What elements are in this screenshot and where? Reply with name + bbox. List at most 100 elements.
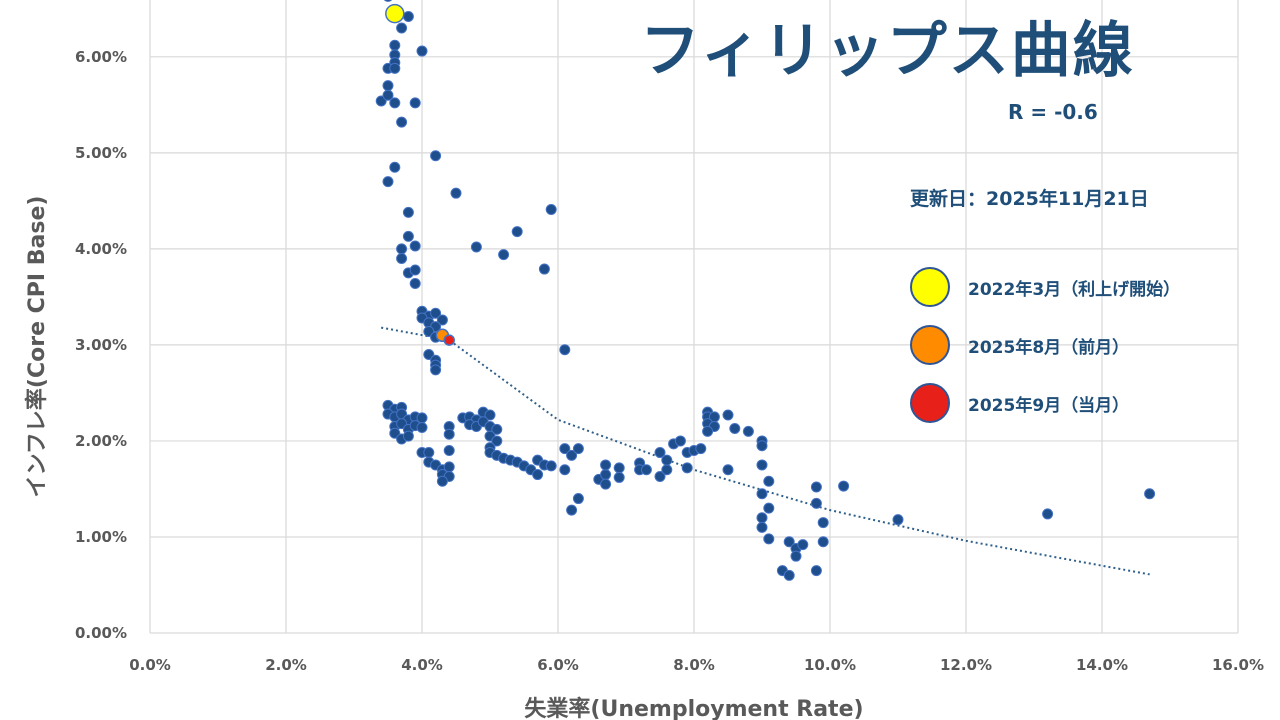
- data-point: [402, 206, 414, 218]
- data-point: [722, 409, 734, 421]
- y-tick-label: 5.00%: [75, 144, 127, 162]
- data-point: [654, 446, 666, 458]
- data-point: [661, 464, 673, 476]
- data-point: [559, 344, 571, 356]
- data-point: [443, 445, 455, 457]
- data-point: [389, 161, 401, 173]
- data-point: [695, 443, 707, 455]
- x-tick-label: 10.0%: [804, 656, 856, 674]
- data-point: [640, 464, 652, 476]
- data-point: [600, 478, 612, 490]
- data-point: [416, 421, 428, 433]
- data-point: [402, 430, 414, 442]
- data-point: [382, 176, 394, 188]
- data-point: [572, 443, 584, 455]
- data-point: [763, 533, 775, 545]
- trendline: [381, 326, 1150, 576]
- data-point: [654, 470, 666, 482]
- data-point: [538, 263, 550, 275]
- data-point: [566, 504, 578, 516]
- data-point: [430, 307, 442, 319]
- correlation-label: R = -0.6: [1008, 100, 1098, 124]
- y-tick-label: 2.00%: [75, 432, 127, 450]
- data-point: [763, 475, 775, 487]
- data-point: [430, 364, 442, 376]
- data-point: [674, 435, 686, 447]
- data-point: [613, 462, 625, 474]
- data-point: [559, 464, 571, 476]
- data-point: [783, 536, 795, 548]
- orange-dot-icon: [910, 325, 950, 365]
- data-point: [763, 502, 775, 514]
- data-point: [600, 469, 612, 481]
- grid-lines: [149, 0, 1239, 634]
- data-point: [389, 39, 401, 51]
- data-point: [396, 243, 408, 255]
- data-point: [416, 45, 428, 57]
- y-tick-label: 3.00%: [75, 336, 127, 354]
- data-point: [742, 425, 754, 437]
- data-point: [559, 443, 571, 455]
- data-point: [436, 314, 448, 326]
- x-tick-label: 6.0%: [537, 656, 579, 674]
- legend-label: 2025年8月（前月）: [968, 337, 1130, 358]
- data-point: [756, 440, 768, 452]
- y-axis-title: インフレ率(Core CPI Base): [24, 196, 50, 498]
- data-point: [511, 226, 523, 238]
- data-point: [756, 512, 768, 524]
- data-point: [600, 459, 612, 471]
- x-tick-label: 8.0%: [673, 656, 715, 674]
- data-point: [423, 446, 435, 458]
- data-point: [409, 240, 421, 252]
- data-point: [817, 517, 829, 529]
- legend-item-current-month: 2025年9月（当月）: [910, 374, 1240, 432]
- data-point: [409, 97, 421, 109]
- data-point: [810, 497, 822, 509]
- data-point: [402, 230, 414, 242]
- y-tick-label: 6.00%: [75, 48, 127, 66]
- data-point: [484, 409, 496, 421]
- data-point: [389, 97, 401, 109]
- x-tick-label: 14.0%: [1076, 656, 1128, 674]
- legend-item-previous-month: 2025年8月（前月）: [910, 316, 1240, 374]
- data-point: [491, 423, 503, 435]
- x-tick-label: 16.0%: [1212, 656, 1264, 674]
- data-point: [450, 187, 462, 199]
- data-point: [382, 80, 394, 92]
- chart-title: フィリップス曲線: [640, 16, 1135, 86]
- data-point: [382, 89, 394, 101]
- data-point: [436, 475, 448, 487]
- data-point: [572, 493, 584, 505]
- x-tick-label: 12.0%: [940, 656, 992, 674]
- data-point: [729, 422, 741, 434]
- data-point: [756, 521, 768, 533]
- data-point: [491, 435, 503, 447]
- data-point: [892, 514, 904, 526]
- data-point: [396, 22, 408, 34]
- data-point: [756, 459, 768, 471]
- data-point: [756, 488, 768, 500]
- data-point: [498, 249, 510, 261]
- data-point: [443, 428, 455, 440]
- data-point: [402, 10, 414, 22]
- updated-date: 更新日：2025年11月21日: [910, 188, 1149, 210]
- data-point: [681, 462, 693, 474]
- data-point: [470, 241, 482, 253]
- yellow-dot-icon: [910, 267, 950, 307]
- legend: 2022年3月（利上げ開始） 2025年8月（前月） 2025年9月（当月）: [910, 258, 1240, 432]
- data-point: [409, 264, 421, 276]
- data-point: [545, 460, 557, 472]
- data-point: [702, 425, 714, 437]
- data-point: [722, 464, 734, 476]
- red-dot-icon: [910, 383, 950, 423]
- data-point: [613, 471, 625, 483]
- data-point: [838, 480, 850, 492]
- data-point: [810, 481, 822, 493]
- x-tick-label: 0.0%: [129, 656, 171, 674]
- data-points: [375, 0, 1156, 581]
- y-tick-label: 0.00%: [75, 624, 127, 642]
- data-point: [1144, 488, 1156, 500]
- data-point: [409, 277, 421, 289]
- x-tick-label: 2.0%: [265, 656, 307, 674]
